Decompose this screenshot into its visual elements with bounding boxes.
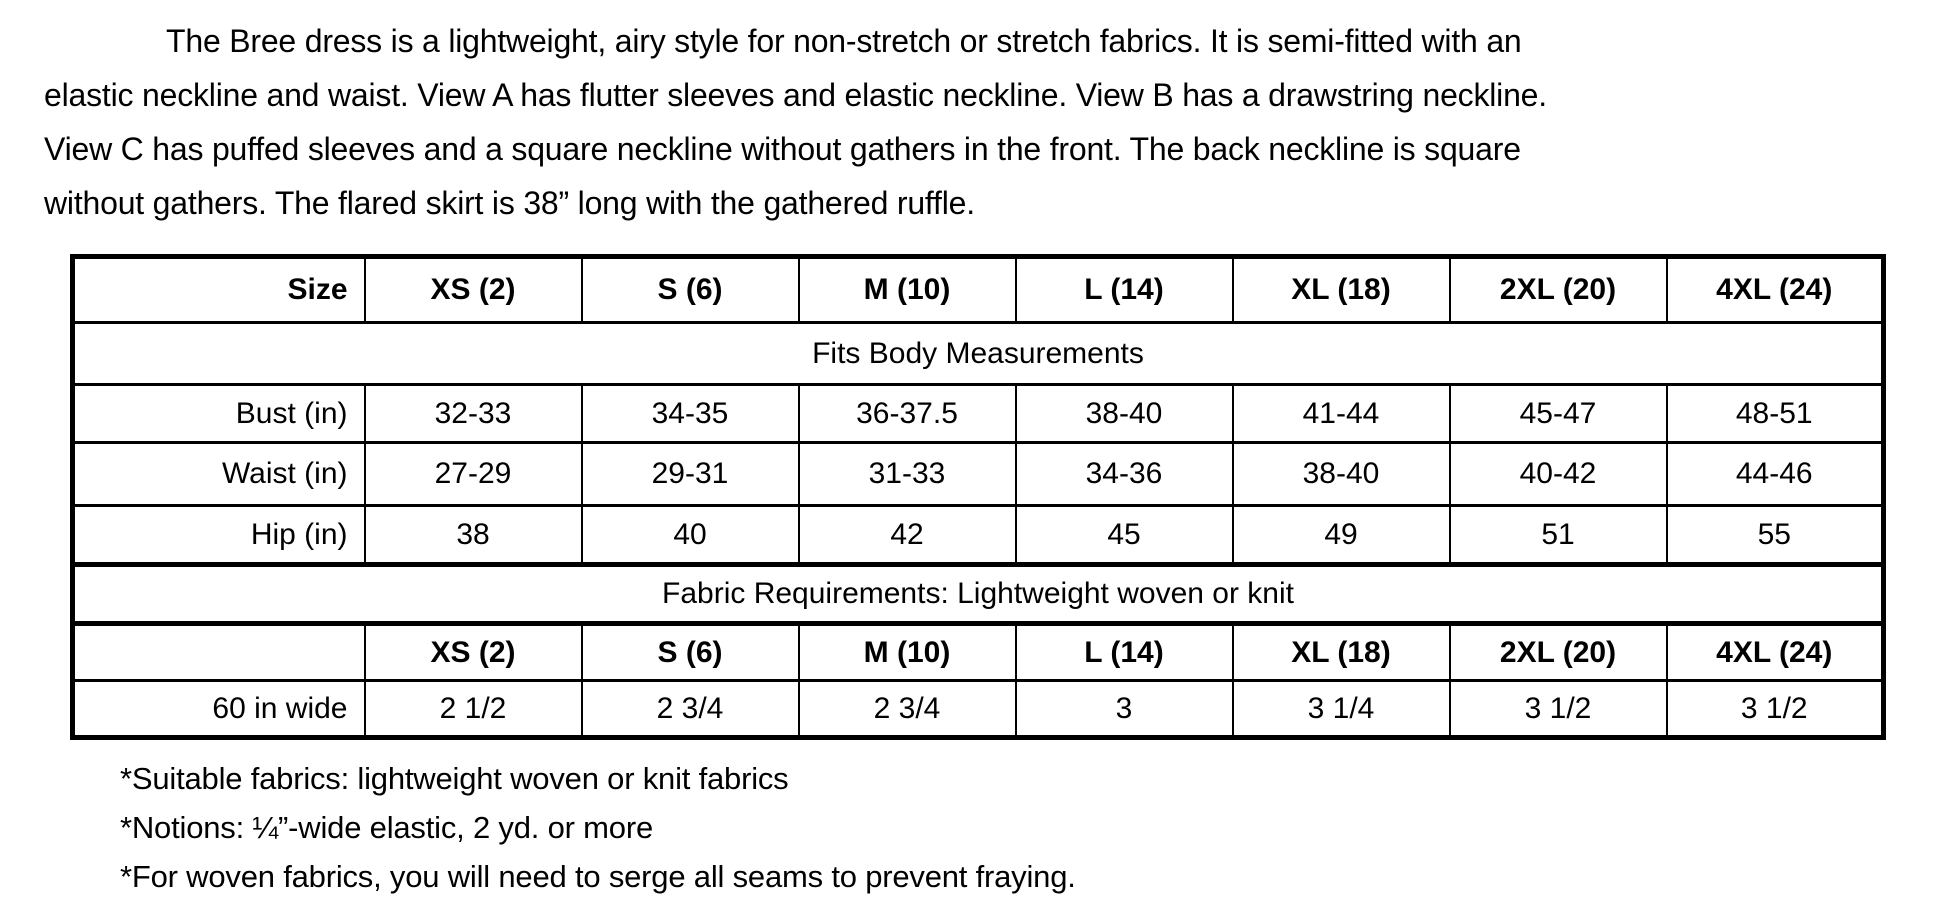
size-column-header: M (10) [797, 255, 1016, 323]
measurement-cell: 48-51 [1665, 383, 1884, 443]
yardage-cell: 3 1/2 [1665, 679, 1884, 738]
measurement-cell: 34-36 [1014, 441, 1233, 506]
row-label: Bust (in) [71, 383, 365, 443]
measurement-cell: 32-33 [363, 383, 582, 443]
fabric-column-header: XL (18) [1231, 622, 1450, 681]
size-column-header: XL (18) [1231, 255, 1450, 323]
footnote-notions: *Notions: ¼”-wide elastic, 2 yd. or more [120, 810, 653, 845]
yardage-cell: 3 [1014, 679, 1233, 738]
size-header-row: Size XS (2) S (6) M (10) L (14) XL (18) … [71, 255, 1884, 323]
measurement-cell: 31-33 [797, 441, 1016, 506]
measurement-cell: 40-42 [1448, 441, 1667, 506]
table-row: Waist (in) 27-29 29-31 31-33 34-36 38-40… [71, 441, 1884, 506]
fabric-column-header: XS (2) [363, 622, 582, 681]
measurement-cell: 55 [1665, 504, 1884, 565]
measurement-cell: 45-47 [1448, 383, 1667, 443]
measurement-cell: 38 [363, 504, 582, 565]
table-row: 60 in wide 2 1/2 2 3/4 2 3/4 3 3 1/4 3 1… [71, 679, 1884, 738]
size-column-header: L (14) [1014, 255, 1233, 323]
fabric-requirements-section-row: Fabric Requirements: Lightweight woven o… [71, 562, 1884, 626]
measurement-cell: 27-29 [363, 441, 582, 506]
row-label: Waist (in) [71, 441, 365, 506]
fabric-column-header: 4XL (24) [1665, 622, 1884, 681]
size-column-header: 2XL (20) [1448, 255, 1667, 323]
yardage-cell: 2 1/2 [363, 679, 582, 738]
measurement-cell: 40 [580, 504, 799, 565]
yardage-cell: 2 3/4 [580, 679, 799, 738]
body-measurements-section-title: Fits Body Measurements [71, 321, 1884, 385]
intro-line: The Bree dress is a lightweight, airy st… [166, 23, 1522, 59]
table-row: Hip (in) 38 40 42 45 49 51 55 [71, 504, 1884, 565]
intro-paragraph: The Bree dress is a lightweight, airy st… [44, 14, 1916, 230]
measurement-cell: 41-44 [1231, 383, 1450, 443]
yardage-cell: 3 1/2 [1448, 679, 1667, 738]
body-measurements-section-row: Fits Body Measurements [71, 321, 1884, 385]
measurement-cell: 42 [797, 504, 1016, 565]
size-column-header: 4XL (24) [1665, 255, 1884, 323]
size-header-label: Size [71, 255, 365, 323]
intro-line: elastic neckline and waist. View A has f… [44, 77, 1547, 113]
yardage-cell: 2 3/4 [797, 679, 1016, 738]
footnote-suitable-fabrics: *Suitable fabrics: lightweight woven or … [120, 761, 789, 796]
intro-line: without gathers. The flared skirt is 38”… [44, 185, 975, 221]
measurement-cell: 45 [1014, 504, 1233, 565]
measurement-cell: 51 [1448, 504, 1667, 565]
fabric-requirements-section-title: Fabric Requirements: Lightweight woven o… [71, 562, 1884, 626]
measurement-cell: 34-35 [580, 383, 799, 443]
table-row: Bust (in) 32-33 34-35 36-37.5 38-40 41-4… [71, 383, 1884, 443]
fabric-header-row: XS (2) S (6) M (10) L (14) XL (18) 2XL (… [71, 622, 1884, 681]
footnote-woven-fabrics: *For woven fabrics, you will need to ser… [120, 859, 1076, 894]
measurement-cell: 29-31 [580, 441, 799, 506]
measurement-cell: 44-46 [1665, 441, 1884, 506]
fabric-column-header: S (6) [580, 622, 799, 681]
size-column-header: S (6) [580, 255, 799, 323]
fabric-header-blank-cell [71, 622, 365, 681]
size-chart-table: Size XS (2) S (6) M (10) L (14) XL (18) … [70, 254, 1886, 740]
size-column-header: XS (2) [363, 255, 582, 323]
row-label: Hip (in) [71, 504, 365, 565]
fabric-column-header: 2XL (20) [1448, 622, 1667, 681]
measurement-cell: 38-40 [1014, 383, 1233, 443]
intro-line: View C has puffed sleeves and a square n… [44, 131, 1521, 167]
measurement-cell: 36-37.5 [797, 383, 1016, 443]
row-label: 60 in wide [71, 679, 365, 738]
yardage-cell: 3 1/4 [1231, 679, 1450, 738]
measurement-cell: 38-40 [1231, 441, 1450, 506]
fabric-column-header: M (10) [797, 622, 1016, 681]
measurement-cell: 49 [1231, 504, 1450, 565]
footnotes: *Suitable fabrics: lightweight woven or … [120, 754, 1946, 901]
fabric-column-header: L (14) [1014, 622, 1233, 681]
